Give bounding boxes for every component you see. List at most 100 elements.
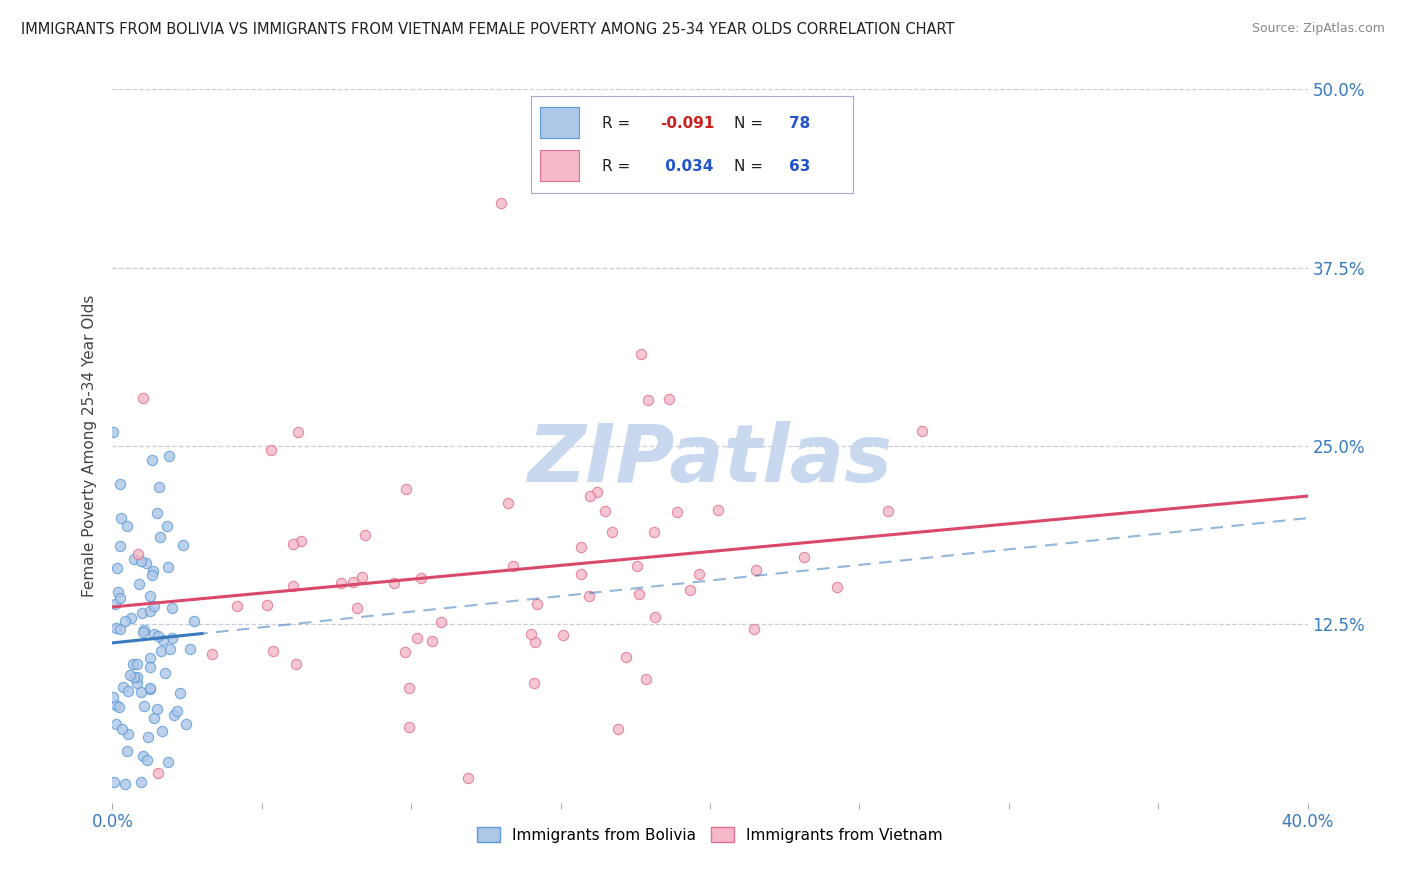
Point — [201, 647, 224, 661]
Point — [110, 539, 132, 553]
Point — [630, 346, 652, 360]
Point — [149, 530, 172, 544]
Point — [139, 681, 162, 696]
Point — [157, 755, 180, 769]
Point — [150, 644, 173, 658]
Point — [118, 668, 141, 682]
Point — [593, 504, 616, 518]
Point — [111, 722, 134, 736]
Point — [526, 598, 548, 612]
Point — [105, 717, 128, 731]
Point — [117, 726, 139, 740]
Point — [138, 650, 160, 665]
Point — [287, 425, 309, 439]
Point — [174, 717, 197, 731]
Point — [111, 680, 134, 694]
Point — [132, 625, 155, 640]
Text: IMMIGRANTS FROM BOLIVIA VS IMMIGRANTS FROM VIETNAM FEMALE POVERTY AMONG 25-34 YE: IMMIGRANTS FROM BOLIVIA VS IMMIGRANTS FR… — [21, 22, 955, 37]
Point — [156, 519, 179, 533]
Point — [394, 645, 416, 659]
Point — [146, 629, 169, 643]
Point — [141, 568, 163, 582]
Point — [793, 549, 815, 564]
Point — [911, 425, 934, 439]
Point — [122, 551, 145, 566]
Point — [283, 536, 305, 550]
Point — [134, 698, 156, 713]
Point — [131, 554, 153, 568]
Point — [679, 583, 702, 598]
Point — [143, 599, 166, 613]
Point — [262, 644, 284, 658]
Text: Source: ZipAtlas.com: Source: ZipAtlas.com — [1251, 22, 1385, 36]
Point — [105, 621, 128, 635]
Point — [142, 711, 165, 725]
Point — [105, 561, 128, 575]
Point — [398, 721, 420, 735]
Point — [132, 623, 155, 637]
Point — [628, 587, 651, 601]
Point — [636, 672, 658, 686]
Point — [643, 524, 665, 539]
Point — [384, 576, 406, 591]
Point — [135, 556, 157, 570]
Point — [132, 391, 155, 405]
Point — [346, 601, 368, 615]
Point — [150, 724, 173, 739]
Point — [290, 534, 312, 549]
Point — [139, 681, 162, 695]
Point — [163, 707, 186, 722]
Point — [330, 576, 353, 591]
Point — [183, 614, 205, 628]
Point — [114, 777, 136, 791]
Point — [156, 560, 179, 574]
Point — [125, 657, 148, 671]
Point — [115, 518, 138, 533]
Point — [114, 615, 136, 629]
Point — [120, 611, 142, 625]
Point — [744, 563, 766, 577]
Point — [103, 775, 125, 789]
Point — [124, 670, 146, 684]
Point — [145, 506, 167, 520]
Point — [146, 702, 169, 716]
Point — [142, 565, 165, 579]
Point — [666, 505, 689, 519]
Point — [578, 489, 600, 503]
Point — [110, 510, 132, 524]
Point — [405, 632, 427, 646]
Point — [159, 641, 181, 656]
Point — [104, 597, 127, 611]
Point — [523, 676, 546, 690]
Point — [160, 600, 183, 615]
Point — [125, 670, 148, 684]
Y-axis label: Female Poverty Among 25-34 Year Olds: Female Poverty Among 25-34 Year Olds — [82, 295, 97, 597]
Point — [139, 659, 162, 673]
Point — [877, 504, 900, 518]
Point — [138, 603, 160, 617]
Point — [658, 392, 681, 406]
Point — [352, 569, 374, 583]
Text: ZIPatlas: ZIPatlas — [527, 421, 893, 500]
Point — [179, 642, 201, 657]
Point — [457, 772, 479, 786]
Point — [110, 591, 132, 606]
Point — [125, 676, 148, 690]
Point — [569, 567, 592, 582]
Point — [569, 540, 592, 554]
Point — [132, 749, 155, 764]
Point — [122, 657, 145, 672]
Point — [115, 744, 138, 758]
Point — [129, 685, 152, 699]
Point — [409, 571, 432, 585]
Point — [166, 704, 188, 718]
Point — [420, 633, 443, 648]
Point — [520, 626, 543, 640]
Point — [128, 577, 150, 591]
Point — [107, 700, 129, 714]
Point — [688, 566, 710, 581]
Point — [614, 650, 637, 665]
Point — [502, 558, 524, 573]
Point — [152, 632, 174, 647]
Point — [354, 528, 377, 542]
